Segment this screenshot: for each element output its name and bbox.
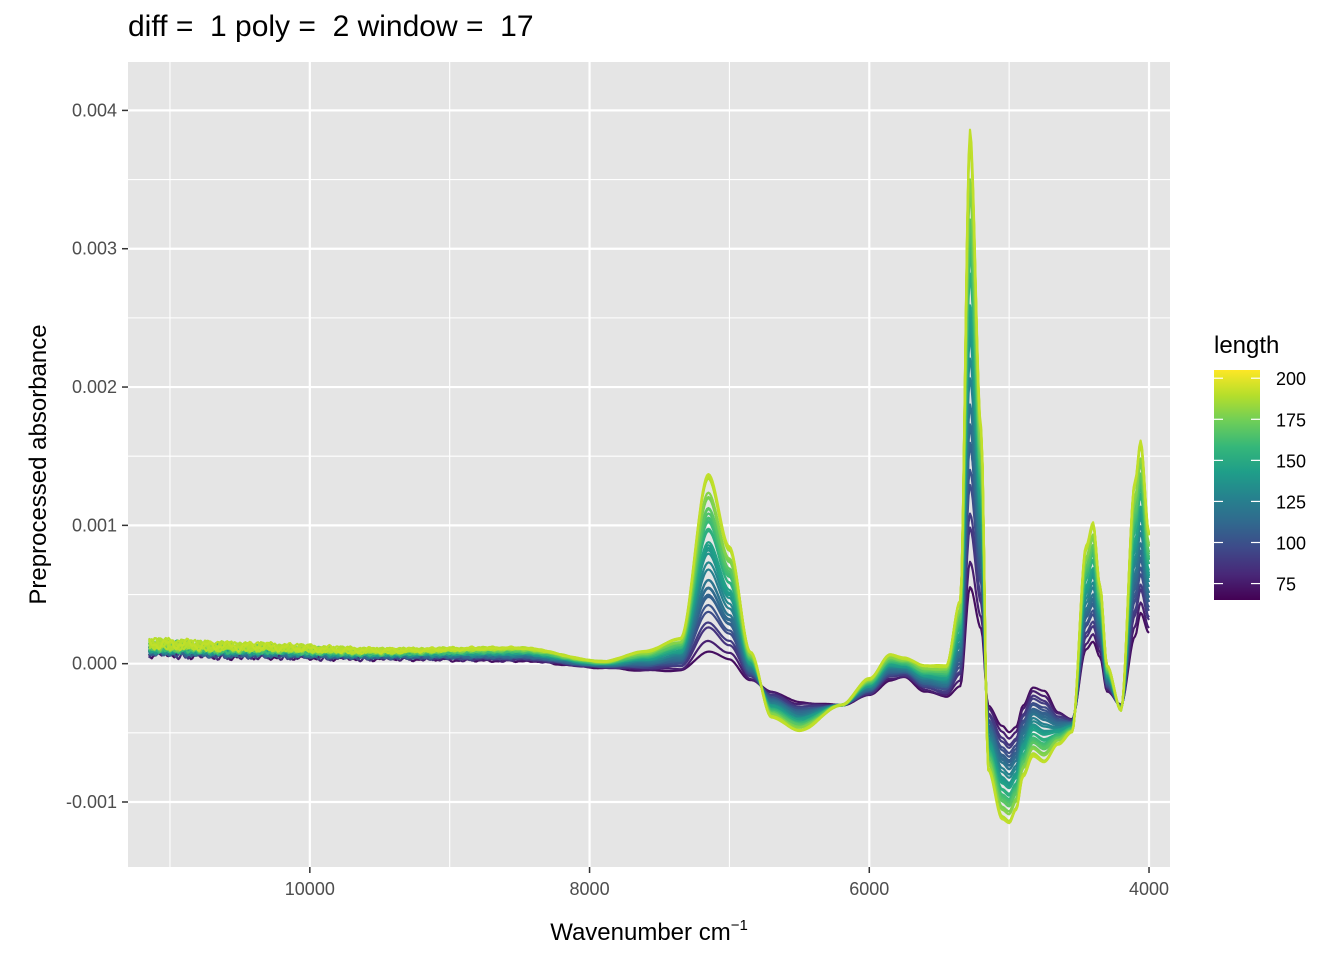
y-tick-label: -0.001 [66, 792, 117, 812]
legend-tick-label: 200 [1276, 369, 1306, 389]
legend-tick-label: 175 [1276, 410, 1306, 430]
x-axis-title-text: Wavenumber cm [550, 919, 731, 946]
y-tick-label: 0.003 [72, 239, 117, 259]
color-legend: length 75 100 125 150 175 200 [1214, 332, 1306, 600]
legend-tick-label: 75 [1276, 575, 1296, 595]
legend-colorbar [1214, 370, 1260, 600]
y-tick-label: 0.000 [72, 654, 117, 674]
y-tick-label: 0.002 [72, 377, 117, 397]
x-axis: 10000 8000 6000 4000 [285, 867, 1169, 899]
legend-tick-label: 100 [1276, 534, 1306, 554]
x-axis-title-superscript: −1 [731, 917, 748, 934]
legend-ticks: 75 100 125 150 175 200 [1214, 369, 1306, 595]
spectrum-line [147, 128, 1151, 825]
legend-tick-label: 150 [1276, 451, 1306, 471]
x-tick-label: 6000 [849, 879, 889, 899]
legend-tick-label: 125 [1276, 492, 1306, 512]
y-axis-title: Preprocessed absorbance [25, 324, 52, 604]
spectra-series-group [147, 128, 1151, 825]
x-tick-label: 8000 [570, 879, 610, 899]
legend-title: length [1214, 332, 1279, 359]
x-axis-title: Wavenumber cm−1 [550, 917, 748, 946]
y-tick-label: 0.004 [72, 100, 117, 120]
y-axis: -0.001 0.000 0.001 0.002 0.003 0.004 [66, 100, 128, 812]
y-tick-label: 0.001 [72, 515, 117, 535]
chart-title: diff = 1 poly = 2 window = 17 [128, 10, 534, 43]
x-tick-label: 4000 [1129, 879, 1169, 899]
x-tick-label: 10000 [285, 879, 335, 899]
